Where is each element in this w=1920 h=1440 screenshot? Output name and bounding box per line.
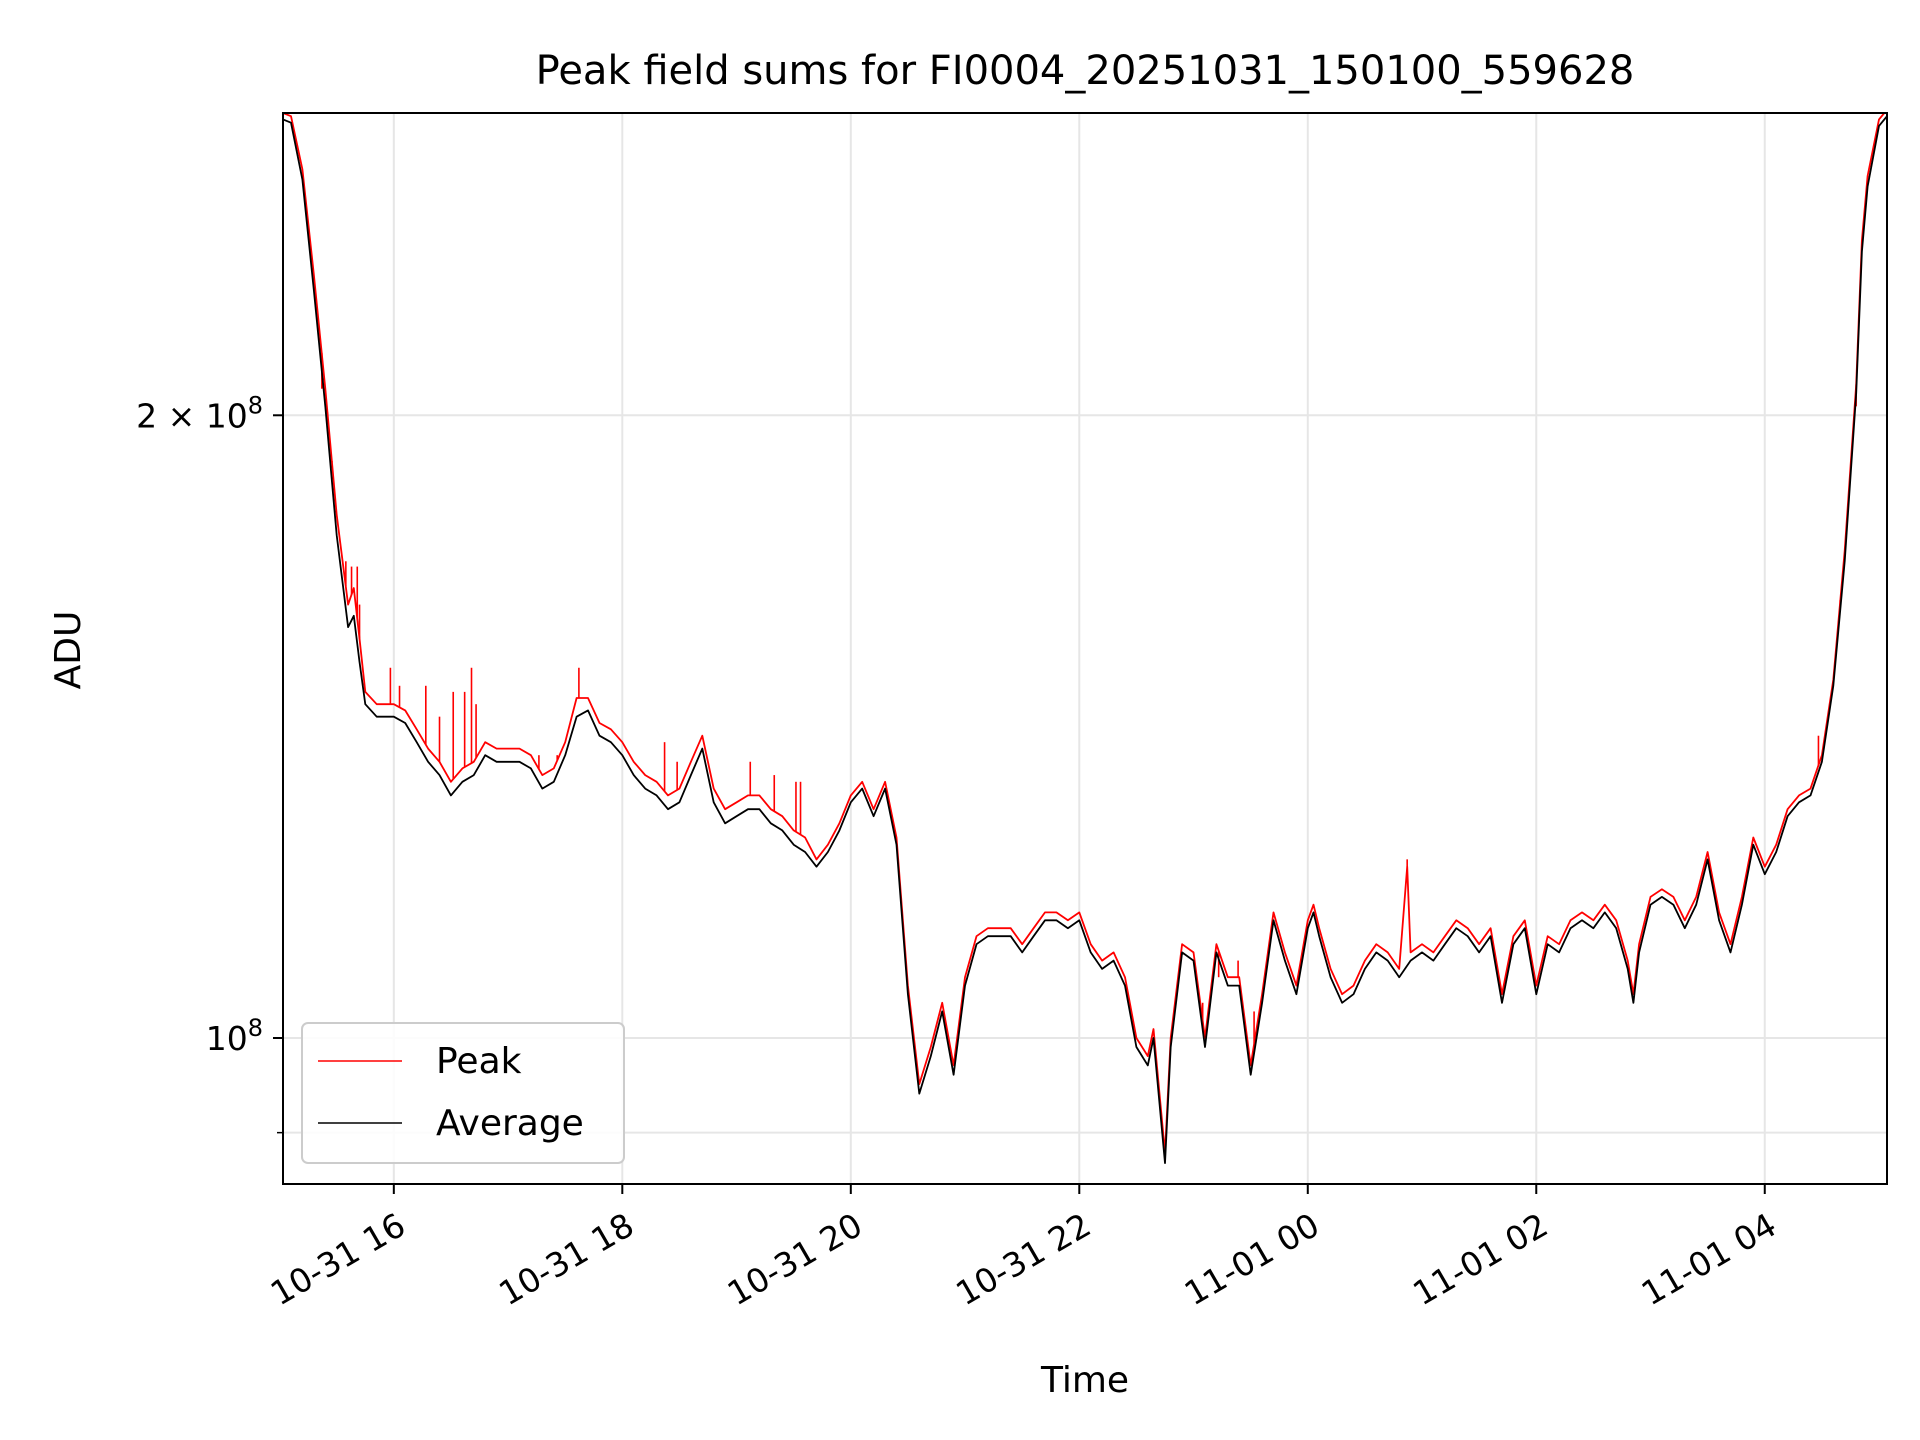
x-tick-label: 10-31 20: [721, 1205, 869, 1313]
series-layer: [283, 113, 1887, 1164]
legend-box: [301, 1022, 625, 1164]
x-tick-label: 11-01 02: [1406, 1205, 1554, 1313]
legend: Peak Average: [301, 1022, 625, 1164]
plot-frame: [282, 112, 1888, 1185]
series-peak-line: [283, 113, 1886, 1154]
x-tick-label: 11-01 04: [1635, 1205, 1783, 1313]
x-tick-label: 10-31 18: [492, 1205, 640, 1313]
legend-peak-label: Peak: [436, 1041, 522, 1082]
y-tick-label: 108: [206, 1014, 263, 1058]
x-tick-label: 10-31 16: [264, 1205, 412, 1313]
x-tick-label: 10-31 22: [949, 1205, 1097, 1313]
x-axis-label: Time: [1040, 1360, 1129, 1401]
series-average-line: [283, 115, 1887, 1164]
y-axis-ticks: 108 2 × 108: [136, 391, 283, 1134]
legend-average-label: Average: [436, 1103, 584, 1144]
grid-lines: [283, 113, 1887, 1184]
x-tick-label: 11-01 00: [1178, 1205, 1326, 1313]
y-tick-label: 2 × 108: [136, 391, 263, 435]
y-axis-label: ADU: [48, 611, 89, 690]
x-axis-ticks: 10-31 16 10-31 18 10-31 20 10-31 22 11-01 00…: [264, 1184, 1783, 1313]
chart-title: Peak field sums for FI0004_20251031_1501…: [536, 48, 1635, 94]
